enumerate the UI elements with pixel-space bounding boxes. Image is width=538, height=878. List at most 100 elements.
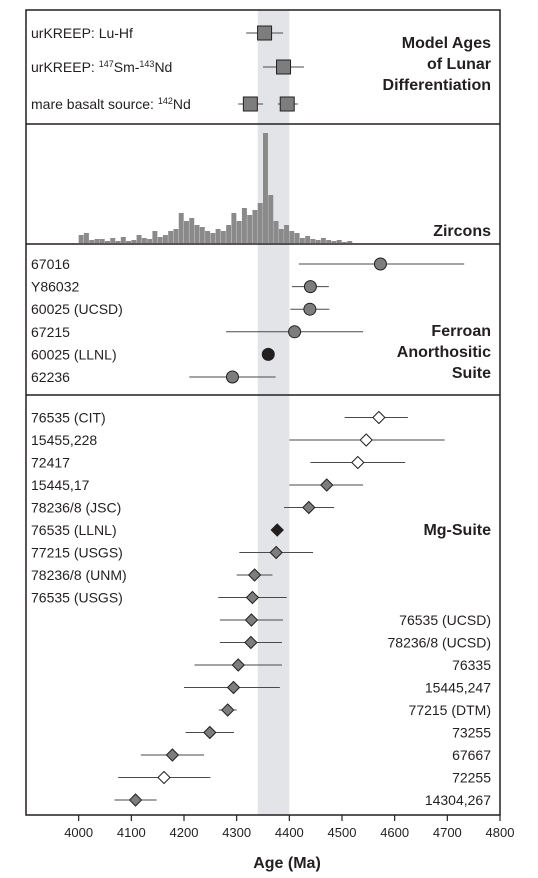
x-tick-label: 4100 [117,825,146,840]
histogram-bar [284,225,290,243]
histogram-bar [99,239,105,243]
mgsuite-sample-label: 76535 (CIT) [31,410,106,426]
histogram-bar [247,215,253,243]
mgsuite-sample-label: 77215 (DTM) [409,702,491,718]
x-tick-label: 4600 [380,825,409,840]
mgsuite-sample-label: 14304,267 [425,792,491,808]
histogram-bar [252,210,258,243]
x-tick-label: 4200 [170,825,199,840]
model-age-label: urKREEP: Lu-Hf [31,25,133,41]
diamond-marker [320,478,334,492]
histogram-bar [141,238,147,243]
ferroan-sample-label: 67016 [31,256,70,272]
histogram-bar [268,195,274,243]
mgsuite-sample-label: 77215 (USGS) [31,545,123,561]
diamond-marker [231,658,245,672]
histogram-bar [105,241,110,243]
mgsuite-sample-label: 72255 [452,770,491,786]
histogram-bar [173,229,179,243]
ferroan-title: Anorthositic [397,344,491,361]
histogram-bar [184,221,189,243]
circle-marker [373,257,387,271]
diamond-marker [247,568,262,582]
plot-frame [25,9,501,816]
x-tick-label: 4700 [433,825,462,840]
mgsuite-sample-label: 15445,247 [425,680,491,696]
x-tick-label: 4800 [486,825,515,840]
frame-layer [25,9,501,821]
circle-marker [288,325,302,339]
circle-marker [225,370,239,384]
histogram-bar [189,218,195,243]
x-tick-label: 4400 [275,825,304,840]
mgsuite-title: Mg-Suite [423,522,491,539]
x-tick-label: 4300 [222,825,251,840]
histogram-bar [210,233,216,243]
histogram-bar [331,241,337,243]
x-tick-label: 4000 [64,825,93,840]
mgsuite-sample-label: 15455,228 [31,432,97,448]
histogram-bar [231,213,237,243]
histogram-bar [168,231,174,243]
circle-marker [303,280,317,294]
highlight-band-layer [257,10,290,815]
histogram-bar [336,240,342,243]
histogram-bar [152,231,158,243]
model-age-label: urKREEP: 147Sm-143Nd [31,59,172,75]
histogram-bar [241,208,247,243]
histogram-bar [194,225,200,243]
histogram-bar [347,241,353,243]
histogram-bar [215,229,221,243]
histogram-bar [320,238,326,243]
model-ages-title: Differentiation [383,77,491,94]
mgsuite-sample-label: 73255 [452,725,491,741]
histogram-bar [136,235,142,243]
diamond-marker [372,410,386,425]
x-axis-label: Age (Ma) [253,855,321,872]
histogram-bar [273,221,279,243]
histogram-bar [289,231,295,243]
ferroan-sample-label: 67215 [31,324,70,340]
diamond-marker [128,793,143,807]
mgsuite-sample-label: 15445,17 [31,477,90,493]
histogram-bar [147,239,153,243]
diamond-marker [245,590,260,605]
square-marker [276,59,292,75]
mgsuite-sample-label: 76535 (LLNL) [31,522,117,538]
x-tick-label: 4500 [328,825,357,840]
diamond-marker [203,725,217,740]
square-marker [279,96,295,112]
histogram-bar [115,241,121,243]
mgsuite-sample-label: 76335 [452,657,491,673]
histogram-bar [326,240,332,243]
text-layer: urKREEP: Lu-Hf urKREEP: 147Sm-143Nd mare b… [31,25,514,840]
diamond-marker [157,770,171,785]
histogram-bar [299,238,305,243]
ferroan-title: Suite [452,365,491,382]
circle-marker [261,347,275,361]
histogram-bar [94,239,100,243]
histogram-bar [294,233,300,243]
diamond-marker [165,748,180,762]
histogram-bar [126,241,132,243]
square-marker [242,96,258,112]
histogram-bar [226,225,232,243]
ferroan-sample-label: Y86032 [31,279,79,295]
histogram-bar [110,238,116,243]
histogram-bar [178,213,184,243]
diamond-marker [244,613,259,627]
mgsuite-sample-label: 76535 (UCSD) [399,612,491,628]
histogram-bar [315,240,321,243]
zircons-title: Zircons [433,223,491,240]
histogram-bar [89,240,95,243]
ferroan-sample-label: 60025 (UCSD) [31,301,123,317]
histogram-bar [205,231,211,243]
histogram-bar [199,227,205,243]
histogram-bar [220,231,226,243]
mgsuite-sample-label: 76535 (USGS) [31,590,123,606]
model-ages-title: Model Ages [402,35,491,52]
diamond-marker [302,500,316,515]
diamond-marker [351,455,365,470]
mgsuite-sample-label: 78236/8 (UCSD) [388,635,492,651]
